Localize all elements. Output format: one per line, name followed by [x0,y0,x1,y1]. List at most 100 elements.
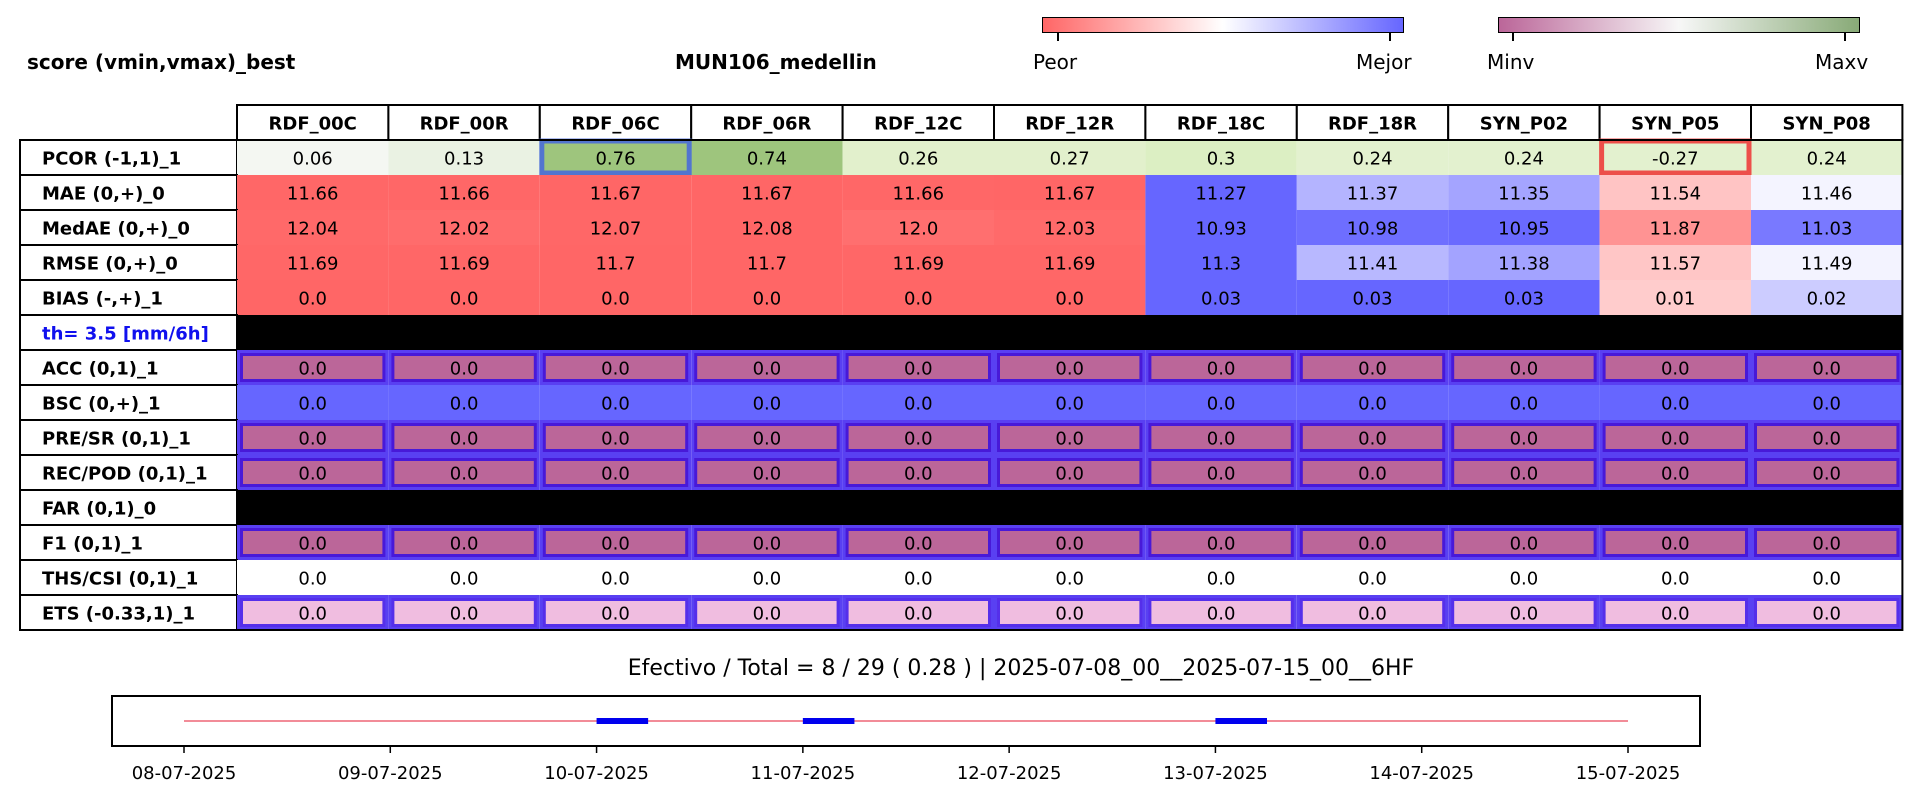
timeline-tick-label: 14-07-2025 [1369,763,1474,784]
heatmap-cell [842,140,994,175]
cell-value: 0.0 [298,359,327,380]
cell-value: 11.03 [1801,219,1853,240]
row-label: PRE/SR (0,1)_1 [42,429,191,450]
heatmap-cell [1296,560,1449,595]
cell-value: 0.0 [298,289,327,310]
cell-value: 0.0 [1358,604,1387,625]
highlighted-cell [1751,420,1903,455]
cell-value: 0.0 [601,429,630,450]
highlighted-cell [539,525,692,560]
heatmap-cell [1751,245,1903,280]
cell-value: 0.0 [753,394,782,415]
heatmap-cell [994,280,1146,315]
cell-value: 0.0 [1055,604,1084,625]
highlighted-cell [388,350,540,385]
heatmap-cell [539,245,692,280]
heatmap-cell [1448,280,1600,315]
highlighted-cell [1448,420,1600,455]
highlighted-cell [1145,595,1297,630]
heatmap-cell [1296,245,1449,280]
cell-value: 12.0 [898,219,938,240]
heatmap-cell [842,175,994,210]
cell-value: 11.46 [1801,184,1853,205]
heatmap-cell [539,140,692,175]
cell-value: 0.0 [1812,394,1841,415]
cell-value: 0.0 [1207,394,1236,415]
score-heatmap: RDF_00C RDF_00R RDF_06C RDF_06R RDF_12C RDF_1… [19,104,1904,631]
cell-value: 0.0 [601,394,630,415]
highlighted-cell [1751,350,1903,385]
cell-value: 0.24 [1504,149,1544,170]
heatmap-cell [539,280,692,315]
cell-value: 12.03 [1044,219,1096,240]
heatmap-cell [1751,175,1903,210]
column-header-label: SYN_P02 [1480,114,1568,135]
cell-value: 0.24 [1352,149,1392,170]
row-label: RMSE (0,+)_0 [42,254,178,275]
cell-value: 0.0 [1510,534,1539,555]
row-label: PCOR (-1,1)_1 [42,149,181,170]
cell-value: 0.0 [601,359,630,380]
masked-row-band [237,490,1903,525]
highlighted-cell [1296,525,1449,560]
cell-value: 0.0 [298,534,327,555]
heatmap-cell [1296,175,1449,210]
row-label: ACC (0,1)_1 [42,359,158,380]
heatmap-cell [1296,210,1449,245]
score-colorbar-tick-right [1389,33,1391,41]
cell-value: 0.0 [450,289,479,310]
cell-value: 11.67 [590,184,642,205]
heatmap-cell [1599,385,1751,420]
cell-value: 11.7 [747,254,787,275]
cell-value: 0.0 [1055,289,1084,310]
column-header-label: RDF_18C [1177,114,1265,135]
heatmap-cell [994,140,1146,175]
cell-value: 0.0 [1207,534,1236,555]
row-label: ETS (-0.33,1)_1 [42,604,195,625]
highlighted-cell [842,525,994,560]
cell-value: 12.07 [590,219,642,240]
heatmap-cell [1751,140,1903,175]
heatmap-cell [1296,140,1449,175]
cell-value: 0.0 [1358,569,1387,590]
cell-value: 0.0 [1055,569,1084,590]
summary-text: Efectivo / Total = 8 / 29 ( 0.28 ) | 202… [627,656,1415,681]
cell-value: 0.0 [1055,464,1084,485]
highlighted-cell [994,595,1146,630]
cell-value: 0.0 [601,534,630,555]
heatmap-cell [994,385,1146,420]
cell-value: 0.0 [601,604,630,625]
row-label-cell [19,419,238,456]
cell-value: 0.0 [904,429,933,450]
highlighted-cell [1448,595,1600,630]
cell-value: 0.0 [298,394,327,415]
heatmap-cell [842,280,994,315]
cell-value: 0.0 [1510,569,1539,590]
cell-value: 11.38 [1498,254,1550,275]
table-border [19,139,1904,631]
highlighted-cell [842,455,994,490]
heatmap-cell [1448,385,1600,420]
value-colorbar-right-label: Maxv [1815,50,1869,74]
column-header-label: RDF_12C [874,114,962,135]
cell-value: 0.0 [450,429,479,450]
highlighted-cell [994,350,1146,385]
highlighted-cell [539,420,692,455]
cell-value: 0.0 [1358,429,1387,450]
cell-value: 0.06 [293,149,333,170]
heatmap-cell [1599,245,1751,280]
highlighted-cell [1599,595,1751,630]
highlighted-cell [1448,525,1600,560]
heatmap-cell [842,560,994,595]
cell-value: 11.87 [1650,219,1702,240]
value-colorbar [1498,17,1860,33]
cell-value: 0.0 [1510,429,1539,450]
heatmap-cell [388,560,540,595]
timeline-tick-label: 15-07-2025 [1576,763,1681,784]
cell-value: 11.69 [287,254,339,275]
highlighted-cell [237,525,389,560]
heatmap-cell [539,210,692,245]
score-colorbar-tick-left [1057,33,1059,41]
highlighted-cell [1296,350,1449,385]
highlighted-cell [842,420,994,455]
